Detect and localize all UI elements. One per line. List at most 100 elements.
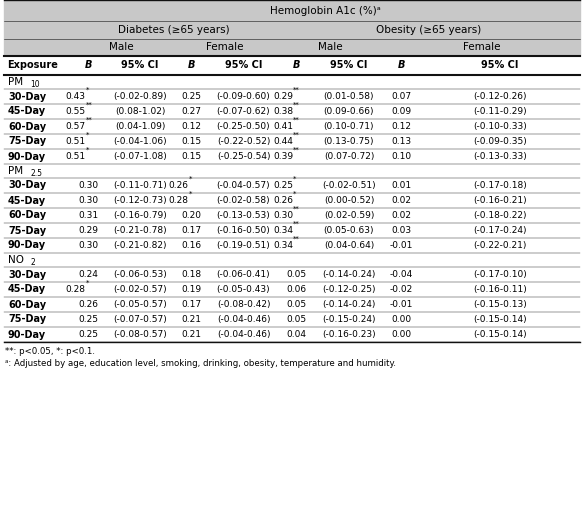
Text: 0.55: 0.55 <box>65 107 85 116</box>
Text: Hemoglobin A1c (%)ᵃ: Hemoglobin A1c (%)ᵃ <box>270 6 380 16</box>
Text: 0.30: 0.30 <box>273 211 293 220</box>
Text: (-0.21-0.82): (-0.21-0.82) <box>113 241 167 250</box>
Text: 0.27: 0.27 <box>182 107 201 116</box>
Polygon shape <box>4 327 580 342</box>
Text: 0.07: 0.07 <box>391 92 412 101</box>
Text: (0.13-0.75): (0.13-0.75) <box>324 137 374 146</box>
Text: (-0.17-0.18): (-0.17-0.18) <box>473 181 527 190</box>
Text: 0.25: 0.25 <box>78 315 99 324</box>
Text: (-0.12-0.73): (-0.12-0.73) <box>113 196 167 205</box>
Text: B: B <box>293 60 300 71</box>
Text: 0.05: 0.05 <box>286 300 306 309</box>
Text: 95% CI: 95% CI <box>481 60 519 71</box>
Text: (0.07-0.72): (0.07-0.72) <box>324 152 374 161</box>
Text: 0.00: 0.00 <box>391 315 412 324</box>
Polygon shape <box>4 238 580 253</box>
Text: *: * <box>293 191 296 197</box>
Text: **: ** <box>85 102 92 108</box>
Text: 0.29: 0.29 <box>78 226 99 235</box>
Text: 90-Day: 90-Day <box>8 151 46 162</box>
Text: 95% CI: 95% CI <box>121 60 159 71</box>
Text: 0.44: 0.44 <box>273 137 293 146</box>
Text: 2: 2 <box>30 258 35 267</box>
Polygon shape <box>4 297 580 312</box>
Text: 60-Day: 60-Day <box>8 210 46 220</box>
Text: (-0.16-0.21): (-0.16-0.21) <box>473 196 527 205</box>
Text: -0.04: -0.04 <box>390 270 413 279</box>
Text: (-0.08-0.57): (-0.08-0.57) <box>113 330 167 339</box>
Text: 0.43: 0.43 <box>65 92 85 101</box>
Text: (-0.07-0.57): (-0.07-0.57) <box>113 315 167 324</box>
Text: B: B <box>188 60 195 71</box>
Text: 0.25: 0.25 <box>182 92 201 101</box>
Text: 0.02: 0.02 <box>391 211 412 220</box>
Text: -0.02: -0.02 <box>390 285 413 294</box>
Text: 0.38: 0.38 <box>273 107 293 116</box>
Text: (0.04-0.64): (0.04-0.64) <box>324 241 374 250</box>
Text: (-0.02-0.89): (-0.02-0.89) <box>113 92 167 101</box>
Text: *: * <box>85 147 89 153</box>
Text: 0.29: 0.29 <box>273 92 293 101</box>
Text: 0.28: 0.28 <box>169 196 189 205</box>
Text: 60-Day: 60-Day <box>8 300 46 309</box>
Text: 0.51: 0.51 <box>65 152 85 161</box>
Text: (-0.06-0.41): (-0.06-0.41) <box>217 270 270 279</box>
Text: 0.28: 0.28 <box>65 285 85 294</box>
Text: 0.25: 0.25 <box>273 181 293 190</box>
Text: (-0.15-0.14): (-0.15-0.14) <box>473 315 527 324</box>
Text: 0.30: 0.30 <box>78 196 99 205</box>
Text: (-0.14-0.24): (-0.14-0.24) <box>322 270 376 279</box>
Text: 0.15: 0.15 <box>182 137 201 146</box>
Text: Female: Female <box>463 43 500 52</box>
Text: (-0.17-0.24): (-0.17-0.24) <box>473 226 527 235</box>
Text: Female: Female <box>206 43 244 52</box>
Text: **: ** <box>293 147 300 153</box>
Text: 45-Day: 45-Day <box>8 196 46 206</box>
Text: 0.41: 0.41 <box>273 122 293 131</box>
Text: *: * <box>85 280 89 286</box>
Text: 10: 10 <box>30 80 40 89</box>
Polygon shape <box>4 21 580 39</box>
Text: (-0.06-0.53): (-0.06-0.53) <box>113 270 167 279</box>
Text: 0.02: 0.02 <box>391 196 412 205</box>
Text: 90-Day: 90-Day <box>8 330 46 339</box>
Text: PM: PM <box>8 77 23 87</box>
Text: (-0.11-0.29): (-0.11-0.29) <box>473 107 527 116</box>
Text: *: * <box>85 132 89 138</box>
Text: 0.26: 0.26 <box>78 300 99 309</box>
Polygon shape <box>4 39 580 56</box>
Text: (-0.13-0.53): (-0.13-0.53) <box>217 211 270 220</box>
Text: 0.13: 0.13 <box>391 137 412 146</box>
Text: (-0.18-0.22): (-0.18-0.22) <box>473 211 527 220</box>
Text: (-0.05-0.57): (-0.05-0.57) <box>113 300 167 309</box>
Text: 0.17: 0.17 <box>182 226 201 235</box>
Text: 0.20: 0.20 <box>182 211 201 220</box>
Text: 0.21: 0.21 <box>182 315 201 324</box>
Text: 0.39: 0.39 <box>273 152 293 161</box>
Polygon shape <box>4 223 580 238</box>
Text: (-0.07-0.62): (-0.07-0.62) <box>217 107 270 116</box>
Text: NO: NO <box>8 255 24 265</box>
Text: 0.03: 0.03 <box>391 226 412 235</box>
Text: 75-Day: 75-Day <box>8 226 46 236</box>
Text: (-0.07-1.08): (-0.07-1.08) <box>113 152 167 161</box>
Text: **: ** <box>293 221 300 227</box>
Text: 30-Day: 30-Day <box>8 270 46 279</box>
Text: **: ** <box>293 117 300 123</box>
Text: 90-Day: 90-Day <box>8 240 46 250</box>
Text: (-0.09-0.60): (-0.09-0.60) <box>217 92 270 101</box>
Text: (-0.17-0.10): (-0.17-0.10) <box>473 270 527 279</box>
Text: (-0.02-0.57): (-0.02-0.57) <box>113 285 167 294</box>
Text: (-0.15-0.24): (-0.15-0.24) <box>322 315 376 324</box>
Text: -0.01: -0.01 <box>390 300 413 309</box>
Text: Diabetes (≥65 years): Diabetes (≥65 years) <box>118 25 230 35</box>
Text: (0.04-1.09): (0.04-1.09) <box>115 122 165 131</box>
Text: (0.10-0.71): (0.10-0.71) <box>324 122 374 131</box>
Text: 0.30: 0.30 <box>78 241 99 250</box>
Polygon shape <box>4 267 580 282</box>
Text: **: ** <box>293 132 300 138</box>
Polygon shape <box>4 149 580 164</box>
Text: 75-Day: 75-Day <box>8 137 46 146</box>
Text: **: ** <box>293 102 300 108</box>
Text: 0.00: 0.00 <box>391 330 412 339</box>
